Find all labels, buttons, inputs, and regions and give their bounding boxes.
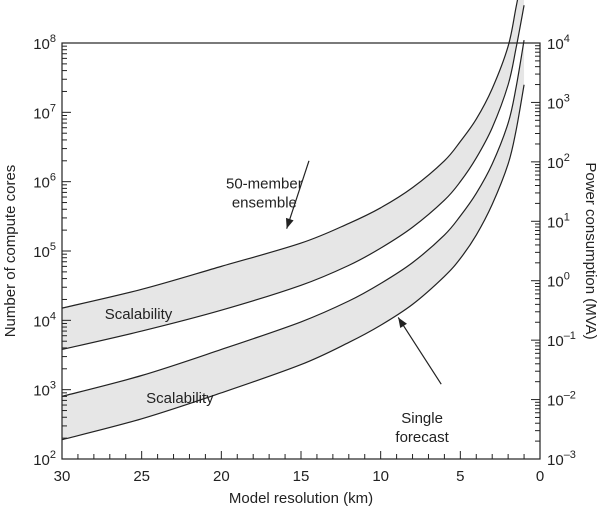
x-tick-label: 0 [536, 468, 544, 485]
y2-tick-label: 10–1 [547, 330, 576, 350]
band-fill-1 [62, 0, 525, 350]
annotation-50-member-ensemble: 50-member ensemble [226, 175, 303, 211]
y-axis-left: 102 103 104 105 106 107 108 [33, 33, 71, 469]
arrow-head [285, 217, 294, 229]
y2-tick-label: 10–3 [547, 449, 576, 469]
y-tick-label: 104 [33, 310, 56, 330]
x-tick-label: 5 [456, 468, 464, 485]
annotation-single-forecast: Single forecast [395, 410, 449, 446]
annotation-scalability-lower: Scalability [146, 390, 214, 407]
y-axis-left-label: Number of compute cores [2, 165, 19, 338]
arrow-single-forecast [397, 317, 442, 385]
y-tick-label: 103 [33, 380, 56, 400]
x-tick-label: 10 [372, 468, 389, 485]
arrow-shaft [397, 317, 442, 385]
x-axis-label: Model resolution (km) [229, 490, 373, 507]
annotations: Scalability Scalability 50-member ensemble S… [105, 160, 450, 446]
y2-tick-label: 104 [547, 33, 570, 53]
band-2-lower-line [61, 84, 525, 441]
x-tick-label: 15 [293, 468, 310, 485]
x-tick-label: 30 [54, 468, 71, 485]
y2-tick-label: 10–2 [547, 390, 576, 410]
arrow-head [398, 317, 407, 329]
arrow-50-member-ensemble [285, 160, 310, 229]
y-tick-label: 105 [33, 241, 56, 261]
x-tick-label: 20 [213, 468, 230, 485]
y2-tick-label: 103 [547, 92, 570, 112]
band-1-upper-line [61, 0, 519, 309]
y2-tick-label: 102 [547, 152, 570, 172]
y2-tick-label: 101 [547, 211, 570, 231]
y-tick-label: 108 [33, 33, 56, 53]
band-1-lower-line [61, 5, 525, 351]
y-tick-label: 107 [33, 102, 56, 122]
arrow-shaft [286, 160, 310, 229]
y-axis-right-label: Power consumption (MVA) [582, 162, 599, 339]
y-axis-right: 10–3 10–2 10–1 100 101 102 103 104 [531, 33, 576, 469]
band-2-upper-line [61, 40, 525, 397]
band-fill-2 [62, 40, 525, 440]
y-tick-label: 106 [33, 172, 56, 192]
bands [61, 0, 525, 441]
y-tick-label: 102 [33, 449, 56, 469]
x-tick-label: 25 [133, 468, 150, 485]
annotation-scalability-upper: Scalability [105, 306, 173, 323]
y2-tick-label: 100 [547, 271, 570, 291]
x-axis: 30 25 20 15 10 5 0 [54, 451, 544, 485]
